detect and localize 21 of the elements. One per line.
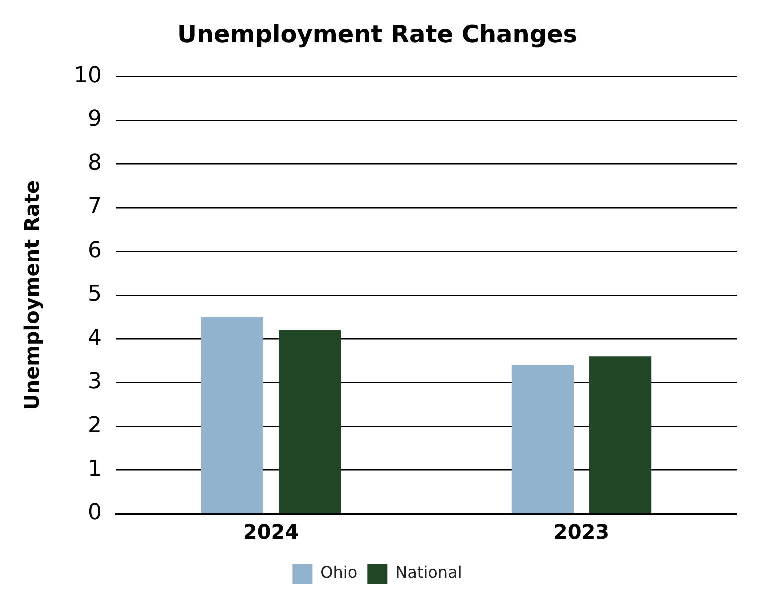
y-tick-label: 10: [74, 64, 102, 89]
y-tick-label: 7: [88, 194, 102, 220]
y-tick-label: 1: [88, 457, 102, 482]
legend-label: National: [396, 563, 462, 582]
y-axis-title: Unemployment Rate: [20, 180, 44, 410]
y-tick-label: 3: [88, 370, 102, 395]
bar: [279, 330, 342, 514]
y-tick-label: 8: [88, 150, 102, 176]
x-tick-label: 2023: [554, 520, 610, 544]
y-tick-label: 0: [88, 500, 102, 526]
chart-title: Unemployment Rate Changes: [177, 20, 578, 49]
y-tick-label: 6: [88, 238, 102, 264]
y-tick-label: 4: [88, 326, 102, 351]
y-tick-label: 9: [88, 107, 102, 132]
bar: [590, 356, 652, 514]
legend-label: Ohio: [320, 563, 358, 582]
bar: [201, 317, 264, 514]
bar: [512, 365, 574, 514]
x-tick-label: 2024: [243, 520, 300, 544]
y-tick-label: 5: [88, 282, 102, 308]
y-tick-label: 2: [88, 413, 102, 438]
